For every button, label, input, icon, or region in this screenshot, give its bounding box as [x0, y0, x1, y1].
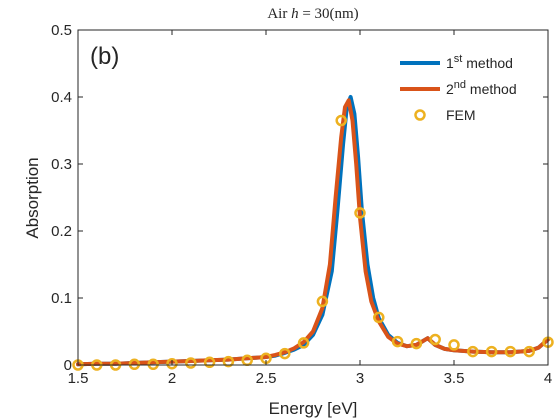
- legend-swatch: [414, 109, 426, 121]
- x-tick-label: 2: [168, 370, 176, 387]
- series-line-2: [76, 98, 550, 367]
- x-tick-label: 2.5: [256, 370, 277, 387]
- chart-title: Air h = 30(nm): [267, 6, 358, 22]
- x-tick-label: 3.5: [444, 370, 465, 387]
- fem-point: [391, 335, 404, 348]
- fem-point: [185, 357, 197, 369]
- fem-point: [373, 311, 385, 324]
- fem-point: [279, 347, 291, 360]
- fem-point: [448, 339, 460, 351]
- x-axis-label: Energy [eV]: [269, 399, 358, 418]
- fem-point: [147, 358, 159, 371]
- series-layer: [72, 95, 554, 371]
- y-tick-label: 0.5: [51, 22, 72, 39]
- y-tick-label: 0.4: [51, 89, 72, 106]
- fem-point: [504, 345, 517, 358]
- fem-point: [485, 345, 498, 358]
- fem-point: [523, 345, 535, 358]
- legend-item: 1st method: [400, 53, 513, 71]
- fem-point: [410, 337, 423, 350]
- y-tick-label: 0: [64, 357, 72, 374]
- fem-point: [429, 333, 441, 346]
- x-tick-label: 3: [356, 370, 364, 387]
- legend-item: 2nd method: [400, 79, 517, 97]
- fem-point: [203, 356, 216, 369]
- y-tick-label: 0.2: [51, 223, 72, 240]
- fem-point: [467, 345, 479, 358]
- legend-item: FEM: [414, 107, 476, 123]
- legend: 1st method 2nd method FEM: [400, 53, 517, 123]
- fem-point: [166, 357, 178, 370]
- x-tick-label: 4: [544, 370, 552, 387]
- fem-point: [335, 114, 347, 127]
- fem-point: [354, 207, 366, 219]
- legend-label: FEM: [446, 107, 476, 123]
- legend-label: 1st method: [446, 53, 513, 71]
- fem-point: [316, 295, 329, 308]
- y-tick-label: 0.3: [51, 156, 72, 173]
- legend-label: 2nd method: [446, 79, 517, 97]
- axes-box: [77, 29, 549, 366]
- y-tick-label: 0.1: [51, 290, 72, 307]
- panel-label: (b): [90, 43, 119, 70]
- x-tick-label: 1.5: [68, 370, 89, 387]
- fem-point: [297, 337, 310, 349]
- fem-point: [128, 358, 141, 371]
- y-axis-label: Absorption: [23, 157, 42, 238]
- fem-point: [222, 355, 235, 368]
- ticks-layer: 1.5 2 2.5 3 3.5 4 0 0.1 0.2 0.3 0.4 0.5: [51, 22, 552, 387]
- series-line-1: [76, 95, 550, 367]
